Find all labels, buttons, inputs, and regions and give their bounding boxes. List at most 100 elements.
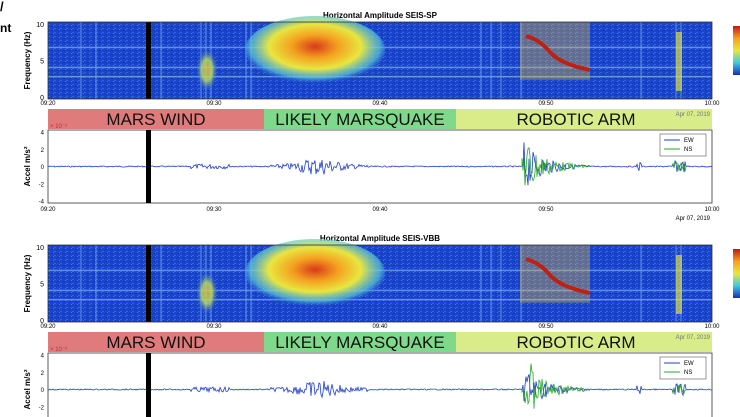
waveform-ytick: 2: [41, 371, 45, 377]
legend-label-ns: NS: [684, 147, 692, 153]
waveform-exponent: × 10⁻⁸: [50, 123, 68, 130]
spectrogram-ytick: 0: [40, 95, 44, 102]
waveform-date: Apr 07, 2019: [676, 216, 711, 222]
spectrogram-xtick: 09:20: [40, 324, 56, 330]
band-wind: [48, 109, 264, 129]
waveform-ytick: -2: [39, 182, 45, 188]
spectrogram-xtick: 10:00: [704, 101, 720, 107]
spectrogram-streak: [520, 22, 522, 99]
legend: EW NS: [659, 356, 707, 380]
series-ew: [47, 374, 713, 402]
band-quake-label: LIKELY MARSQUAKE: [275, 333, 444, 352]
spectrogram-ytick: 5: [40, 282, 44, 289]
spectrogram-hline: [48, 66, 712, 69]
spectrogram-frame: [47, 244, 713, 323]
marsquake-energy: [245, 239, 385, 307]
legend-label-ns: NS: [684, 370, 692, 376]
spectrogram-streak: [80, 22, 82, 99]
spectrogram-ytick: 0: [40, 318, 44, 325]
waveform-ylabel: Accel m/s²: [23, 146, 32, 186]
legend-box: [659, 133, 707, 157]
spectrogram-streak: [520, 245, 522, 322]
spectrogram-xtick: 09:50: [538, 101, 554, 107]
arm-chirp: [525, 34, 591, 72]
panel-2: Horizontal Amplitude SEIS-VBB 10 5 0 Frequen…: [23, 234, 740, 417]
spectrogram-streak: [500, 245, 502, 322]
spectrogram-streak: [160, 245, 162, 322]
spectrogram-streak: [490, 245, 492, 322]
spectrogram-streak: [95, 22, 97, 99]
waveform-ylabel: Accel m/s²: [23, 369, 32, 409]
spectrogram-ytick: 10: [36, 245, 44, 252]
waveform-xtick: 09:30: [206, 207, 222, 213]
spectrogram-streak: [160, 22, 162, 99]
legend: EW NS: [659, 133, 707, 157]
waveform-xtick: 10:00: [704, 207, 720, 213]
waveform-ytick: -2: [39, 405, 45, 411]
spectrogram-title: Horizontal Amplitude SEIS-VBB: [320, 234, 440, 243]
waveform-ytick: -4: [39, 200, 45, 206]
waveform-ytick: 0: [41, 388, 45, 394]
spectrogram-xtick: 09:40: [372, 324, 388, 330]
data-gap-bar: [146, 22, 151, 99]
waveform-xtick: 09:40: [372, 207, 388, 213]
spectrogram-streak: [640, 22, 642, 99]
spectrogram-xtick: 09:40: [372, 101, 388, 107]
data-gap-bar: [146, 353, 151, 417]
spectrogram-streak: [480, 245, 482, 322]
spectrogram-xtick: 09:50: [538, 324, 554, 330]
legend-label-ew: EW: [684, 361, 694, 367]
spectrogram-streak: [500, 22, 502, 99]
spectrogram-hline: [48, 289, 712, 292]
arm-energy: [520, 22, 590, 80]
spectrogram-xtick: 10:00: [704, 324, 720, 330]
series-ns: [521, 363, 686, 409]
legend-box: [659, 356, 707, 380]
spectrogram-streak: [490, 22, 492, 99]
arm-spike: [676, 255, 682, 314]
spectrogram-ylabel: Frequency (Hz): [23, 31, 32, 89]
stray-mark: /: [0, 0, 4, 14]
arm-energy: [520, 245, 590, 303]
arm-spike: [676, 32, 682, 91]
spectrogram-ylabel: Frequency (Hz): [23, 254, 32, 312]
band-wind-label: MARS WIND: [106, 333, 205, 352]
series-ew: [47, 142, 713, 186]
colorbar: [733, 249, 740, 298]
band-arm-label: ROBOTIC ARM: [516, 110, 635, 129]
spectrogram-title: Horizontal Amplitude SEIS-SP: [323, 11, 438, 20]
waveform-xtick: 09:50: [538, 207, 554, 213]
spectrogram-xtick: 09:30: [206, 324, 222, 330]
waveform-ytick: 4: [41, 131, 45, 137]
band-arm-label: ROBOTIC ARM: [516, 333, 635, 352]
band-quake-label: LIKELY MARSQUAKE: [275, 110, 444, 129]
waveform-frame: [47, 352, 713, 417]
spectrogram-frame: [47, 21, 713, 100]
band-arm: [456, 332, 712, 352]
spectrogram-streak: [80, 245, 82, 322]
waveform-xtick: 09:20: [40, 207, 56, 213]
colorbar: [733, 26, 740, 75]
wind-energy: [197, 50, 217, 90]
spectrogram-ytick: 10: [36, 22, 44, 29]
spectrogram-streak: [95, 245, 97, 322]
wind-energy: [197, 273, 217, 313]
spectrogram-ytick: 5: [40, 59, 44, 66]
waveform-ytick: 2: [41, 148, 45, 154]
waveform-ytick: 0: [41, 165, 45, 171]
waveform-exponent: × 10⁻⁸: [50, 346, 68, 353]
stray-text: nt: [0, 21, 11, 35]
band-quake: [264, 332, 456, 352]
band-arm: [456, 109, 712, 129]
spectrogram-xtick: 09:30: [206, 101, 222, 107]
band-wind: [48, 332, 264, 352]
spectrogram-hline: [48, 298, 712, 301]
arm-chirp: [525, 257, 591, 295]
spectrogram-streak: [245, 245, 247, 322]
marsquake-energy: [245, 16, 385, 84]
spectrogram-streak: [245, 22, 247, 99]
spectrogram-xtick: 09:20: [40, 101, 56, 107]
band-quake: [264, 109, 456, 129]
legend-label-ew: EW: [684, 138, 694, 144]
